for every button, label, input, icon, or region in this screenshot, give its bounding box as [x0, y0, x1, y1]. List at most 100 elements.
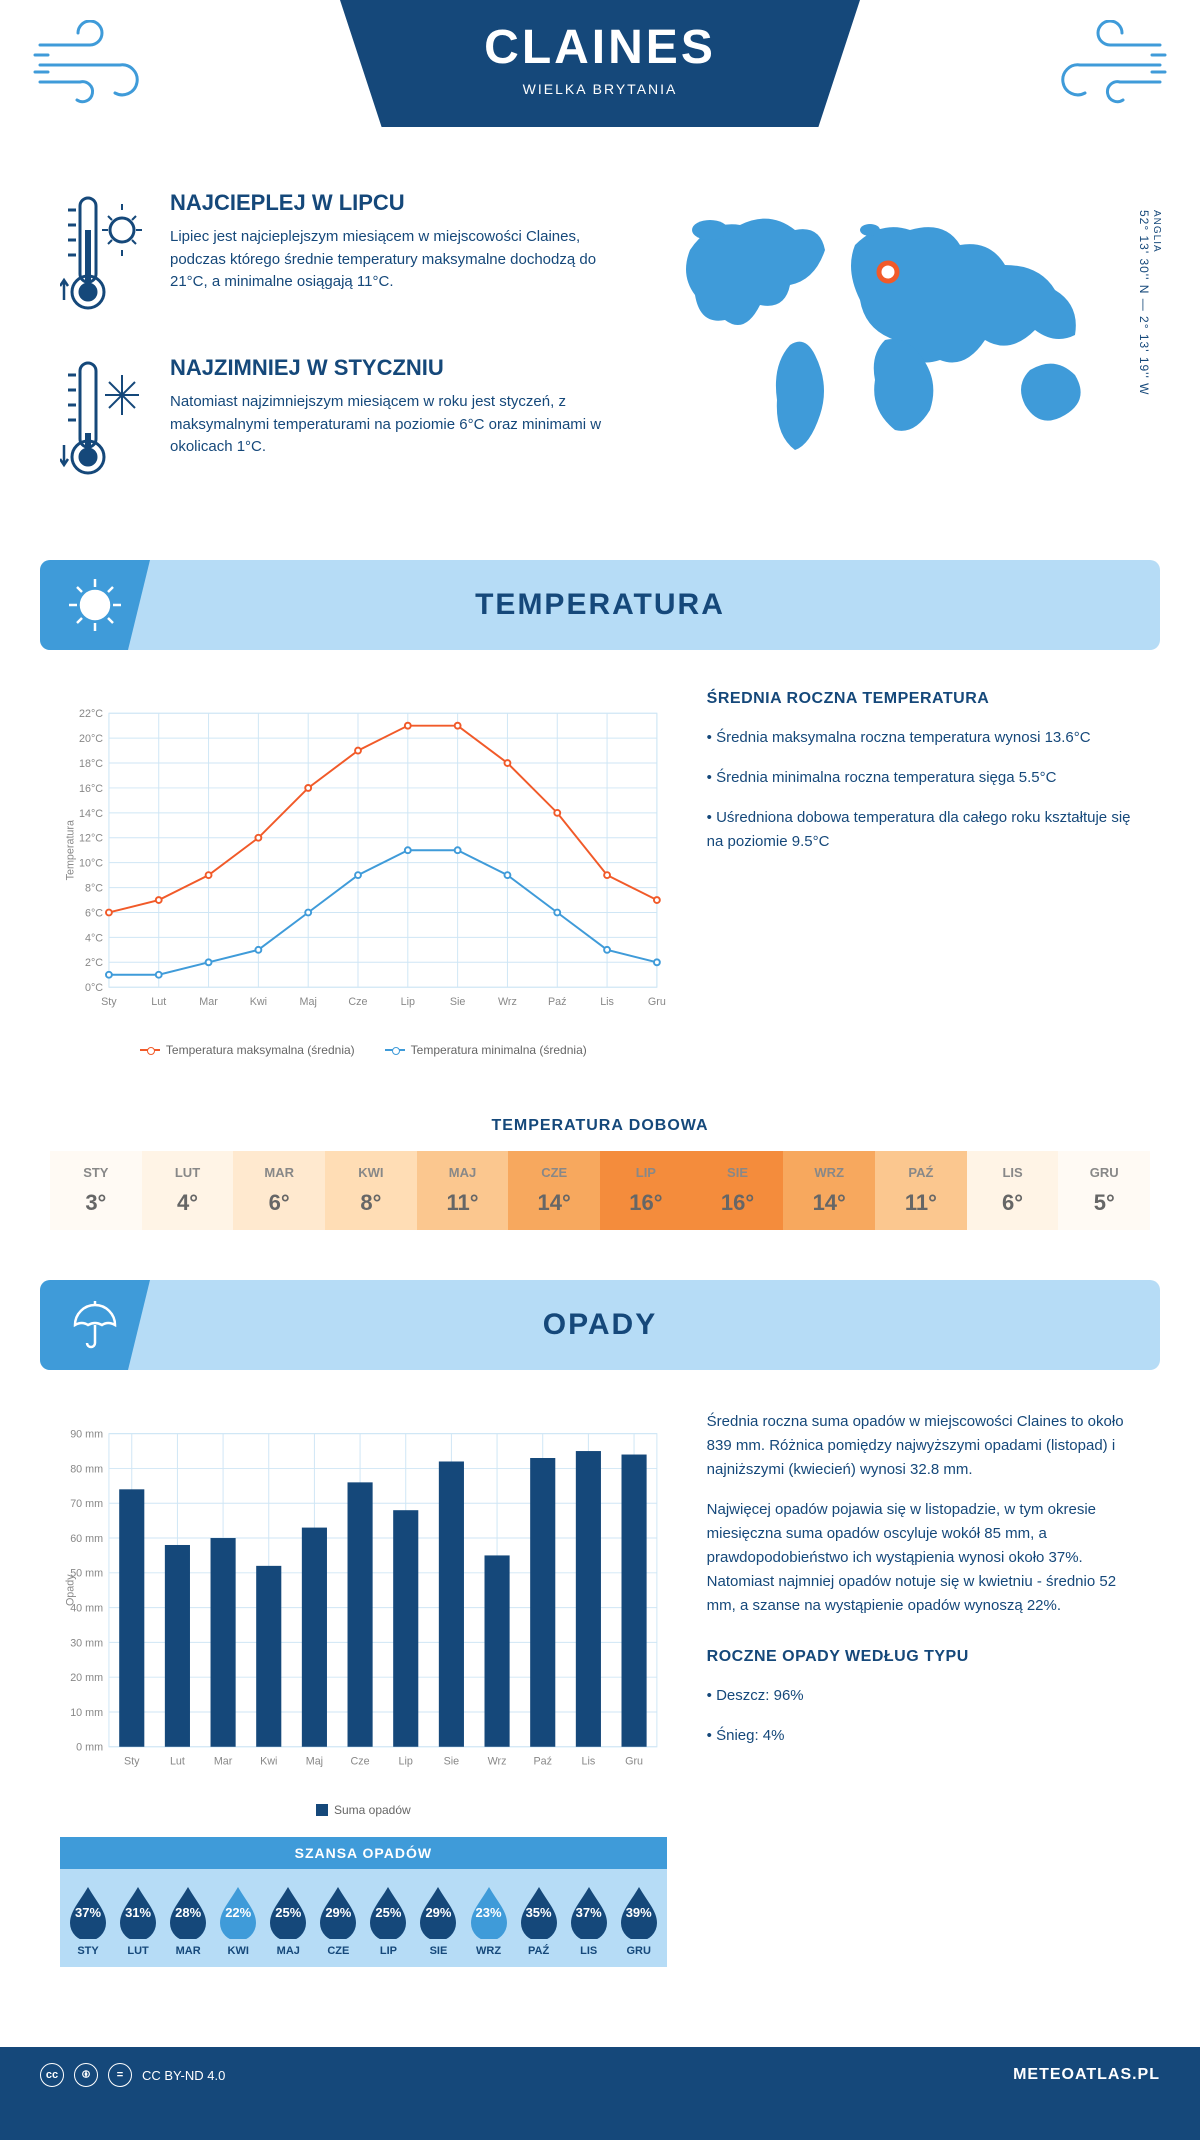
svg-text:Maj: Maj — [300, 996, 317, 1008]
rain-chance-cell: 25%MAJ — [264, 1883, 312, 1957]
precip-section-header: OPADY — [40, 1280, 1160, 1370]
svg-text:22°C: 22°C — [79, 708, 103, 720]
precip-bar-chart: 0 mm10 mm20 mm30 mm40 mm50 mm60 mm70 mm8… — [60, 1410, 667, 1967]
infographic-page: CLAINES WIELKA BRYTANIA NAJCIEPLEJ W LIP… — [0, 0, 1200, 2103]
daily-temp-cell: GRU5° — [1058, 1151, 1150, 1230]
svg-text:Paź: Paź — [533, 1755, 552, 1767]
svg-text:Mar: Mar — [199, 996, 218, 1008]
svg-text:14°C: 14°C — [79, 808, 103, 820]
page-title: CLAINES — [430, 20, 770, 75]
title-banner: CLAINES WIELKA BRYTANIA — [340, 0, 860, 127]
svg-text:70 mm: 70 mm — [70, 1498, 103, 1510]
coordinates-label: ANGLIA 52° 13' 30'' N — 2° 13' 19'' W — [1137, 210, 1162, 395]
svg-text:10 mm: 10 mm — [70, 1707, 103, 1719]
daily-temp-cell: LIS6° — [967, 1151, 1059, 1230]
coldest-text: Natomiast najzimniejszym miesiącem w rok… — [170, 391, 620, 459]
svg-text:6°C: 6°C — [85, 907, 103, 919]
svg-text:Lis: Lis — [582, 1755, 596, 1767]
svg-text:0 mm: 0 mm — [76, 1742, 103, 1754]
svg-text:Lis: Lis — [600, 996, 614, 1008]
rain-chance-cell: 25%LIP — [364, 1883, 412, 1957]
precip-title: OPADY — [543, 1308, 657, 1342]
daily-temp-cell: MAR6° — [233, 1151, 325, 1230]
svg-text:8°C: 8°C — [85, 882, 103, 894]
temperature-chart-row: 0°C 2°C 4°C 6°C 8°C 10°C 12°C 14°C 16°C 18°C 20°C 2… — [0, 650, 1200, 1097]
svg-text:2°C: 2°C — [85, 957, 103, 969]
temperature-title: TEMPERATURA — [475, 588, 725, 622]
svg-text:Gru: Gru — [625, 1755, 643, 1767]
svg-text:20°C: 20°C — [79, 733, 103, 745]
daily-temp-cell: LIP16° — [600, 1151, 692, 1230]
rain-chance-cell: 28%MAR — [164, 1883, 212, 1957]
svg-text:12°C: 12°C — [79, 833, 103, 845]
svg-text:Lut: Lut — [151, 996, 166, 1008]
svg-text:16°C: 16°C — [79, 783, 103, 795]
temp-bullet: • Średnia minimalna roczna temperatura s… — [707, 766, 1140, 790]
svg-text:Opady: Opady — [65, 1574, 77, 1606]
rain-chance-cell: 29%CZE — [314, 1883, 362, 1957]
svg-text:Wrz: Wrz — [488, 1755, 507, 1767]
svg-text:30 mm: 30 mm — [70, 1637, 103, 1649]
page-subtitle: WIELKA BRYTANIA — [430, 81, 770, 97]
svg-text:Lip: Lip — [401, 996, 415, 1008]
wind-icon — [30, 20, 170, 110]
daily-temp-cell: STY3° — [50, 1151, 142, 1230]
daily-temp-cell: SIE16° — [692, 1151, 784, 1230]
daily-temp-cell: CZE14° — [508, 1151, 600, 1230]
svg-text:Cze: Cze — [351, 1755, 370, 1767]
svg-text:Paź: Paź — [548, 996, 567, 1008]
svg-text:60 mm: 60 mm — [70, 1533, 103, 1545]
daily-temp-row: STY3°LUT4°MAR6°KWI8°MAJ11°CZE14°LIP16°SI… — [50, 1151, 1150, 1230]
coldest-block: NAJZIMNIEJ W STYCZNIU Natomiast najzimni… — [60, 355, 620, 490]
svg-text:18°C: 18°C — [79, 758, 103, 770]
intro-text-column: NAJCIEPLEJ W LIPCU Lipiec jest najcieple… — [60, 190, 620, 520]
svg-text:Sty: Sty — [101, 996, 117, 1008]
svg-text:0°C: 0°C — [85, 982, 103, 994]
rain-chance-cell: 29%SIE — [414, 1883, 462, 1957]
svg-text:Mar: Mar — [214, 1755, 233, 1767]
rain-chance-title: SZANSA OPADÓW — [60, 1837, 667, 1869]
daily-temp-cell: PAŹ11° — [875, 1151, 967, 1230]
rain-chance-block: SZANSA OPADÓW 37%STY31%LUT28%MAR22%KWI25… — [60, 1837, 667, 1967]
hottest-block: NAJCIEPLEJ W LIPCU Lipiec jest najcieple… — [60, 190, 620, 325]
daily-temp-title: TEMPERATURA DOBOWA — [0, 1117, 1200, 1135]
daily-temp-cell: WRZ14° — [783, 1151, 875, 1230]
svg-text:Sie: Sie — [444, 1755, 460, 1767]
hottest-title: NAJCIEPLEJ W LIPCU — [170, 190, 620, 216]
rain-chance-cell: 37%LIS — [565, 1883, 613, 1957]
precip-type-title: ROCZNE OPADY WEDŁUG TYPU — [707, 1648, 1140, 1666]
svg-text:Lip: Lip — [399, 1755, 413, 1767]
nd-icon: = — [108, 2063, 132, 2087]
thermometer-cold-icon — [60, 355, 150, 490]
rain-chance-cell: 35%PAŹ — [515, 1883, 563, 1957]
svg-text:Kwi: Kwi — [250, 996, 267, 1008]
svg-text:Cze: Cze — [348, 996, 367, 1008]
rain-chance-cell: 37%STY — [64, 1883, 112, 1957]
svg-text:Temperatura: Temperatura — [65, 820, 77, 880]
temperature-info: ŚREDNIA ROCZNA TEMPERATURA • Średnia mak… — [707, 690, 1140, 1057]
coldest-title: NAJZIMNIEJ W STYCZNIU — [170, 355, 620, 381]
precip-p2: Najwięcej opadów pojawia się w listopadz… — [707, 1498, 1140, 1618]
temp-bullet: • Średnia maksymalna roczna temperatura … — [707, 726, 1140, 750]
svg-text:10°C: 10°C — [79, 858, 103, 870]
svg-text:4°C: 4°C — [85, 932, 103, 944]
site-name: METEOATLAS.PL — [1013, 2066, 1160, 2084]
temperature-line-chart: 0°C 2°C 4°C 6°C 8°C 10°C 12°C 14°C 16°C 18°C 20°C 2… — [60, 690, 667, 1057]
daily-temp-cell: LUT4° — [142, 1151, 234, 1230]
license-text: CC BY-ND 4.0 — [142, 2068, 225, 2083]
svg-text:90 mm: 90 mm — [70, 1429, 103, 1441]
svg-text:80 mm: 80 mm — [70, 1463, 103, 1475]
sun-icon — [40, 560, 150, 650]
daily-temp-cell: MAJ11° — [417, 1151, 509, 1230]
intro-section: NAJCIEPLEJ W LIPCU Lipiec jest najcieple… — [0, 170, 1200, 560]
daily-temp-cell: KWI8° — [325, 1151, 417, 1230]
rain-chance-cell: 31%LUT — [114, 1883, 162, 1957]
license-block: cc 🅯 = CC BY-ND 4.0 — [40, 2063, 225, 2087]
temp-info-title: ŚREDNIA ROCZNA TEMPERATURA — [707, 690, 1140, 708]
precip-p1: Średnia roczna suma opadów w miejscowośc… — [707, 1410, 1140, 1482]
by-icon: 🅯 — [74, 2063, 98, 2087]
precip-legend: Suma opadów — [60, 1803, 667, 1817]
header: CLAINES WIELKA BRYTANIA — [0, 0, 1200, 170]
footer: cc 🅯 = CC BY-ND 4.0 METEOATLAS.PL — [0, 2047, 1200, 2103]
rain-chance-cell: 23%WRZ — [465, 1883, 513, 1957]
